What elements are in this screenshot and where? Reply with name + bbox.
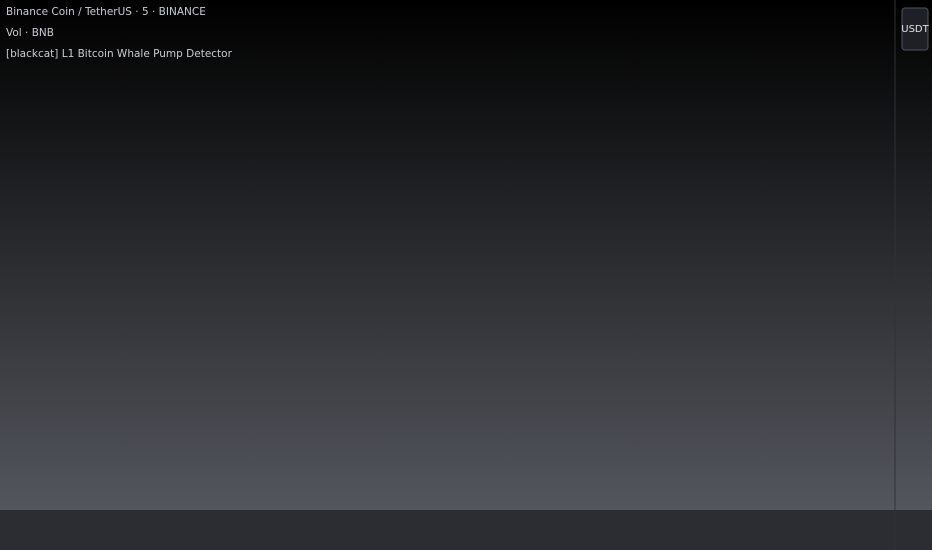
indicator-title: [blackcat] L1 Bitcoin Whale Pump Detecto…: [6, 48, 233, 60]
volume-title: Vol · BNB: [6, 27, 54, 39]
currency-label[interactable]: USDT: [901, 24, 929, 35]
currency-button[interactable]: [901, 7, 929, 51]
time-axis-bg: [0, 510, 932, 550]
symbol-title: Binance Coin / TetherUS · 5 · BINANCE: [6, 6, 206, 18]
